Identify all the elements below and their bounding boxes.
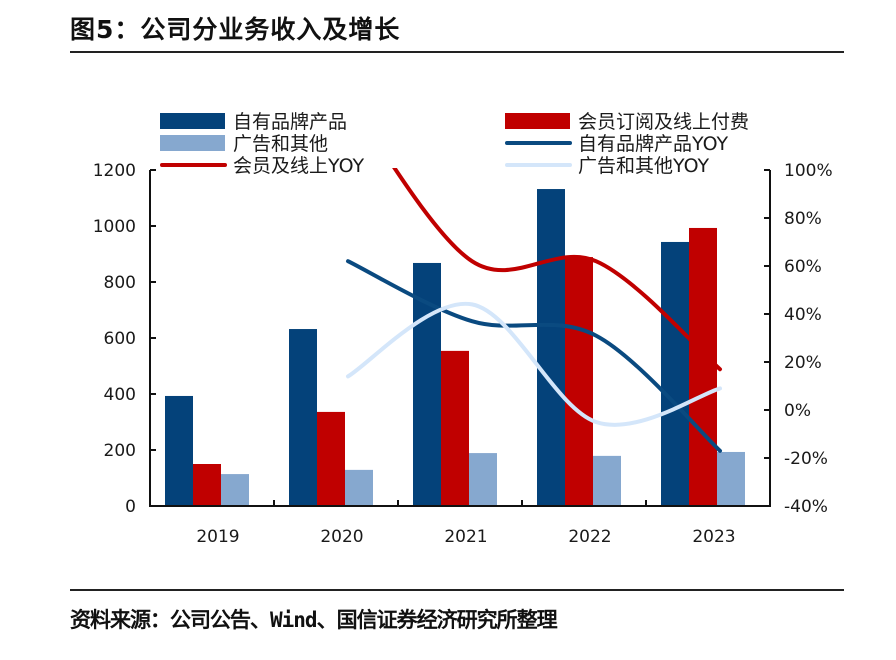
axes-layer: 0 200 400 600 800 1000 1200 -40% -20% 0% 20% 40% 60%… [93,161,833,547]
x-tick-label: 2023 [692,527,735,547]
legend-label: 会员订阅及线上付费 [578,111,749,133]
top-divider [70,51,844,53]
bottom-divider [70,589,844,591]
legend-label: 广告和其他YOY [578,155,709,177]
y2-tick-label: 60% [784,257,822,277]
bar-2023-membership [689,227,717,506]
legend-swatch-membership [505,113,570,129]
x-tick-label: 2022 [568,527,611,547]
bar-2023-ads_other [717,451,745,506]
y2-tick-label: 100% [784,161,833,181]
bar-2019-own_brand [165,395,193,506]
y-tick-label: 1000 [93,217,136,237]
bar-2022-own_brand [537,189,565,507]
legend-label: 自有品牌产品 [233,111,347,133]
x-tick-label: 2021 [444,527,487,547]
y-tick-label: 1200 [93,161,136,181]
legend-label: 广告和其他 [233,133,328,155]
legend-swatch-own_brand [160,113,225,129]
bar-2021-membership [441,350,469,506]
y2-tick-label: 20% [784,353,822,373]
y2-tick-label: 0% [784,401,811,421]
y-tick-label: 200 [104,441,136,461]
y-tick-label: 0 [125,497,136,517]
x-tick-label: 2019 [196,527,239,547]
line-membership_yoy [392,168,722,372]
bar-2020-membership [317,411,345,506]
bars-layer [165,189,745,507]
legend-label: 自有品牌产品YOY [578,133,728,155]
line-own_brand_yoy [346,259,722,453]
y2-tick-label: 80% [784,209,822,229]
y-tick-label: 400 [104,385,136,405]
legend-swatch-ads_other [160,135,225,151]
x-tick-label: 2020 [320,527,363,547]
line-ads_other_yoy [346,301,722,427]
bar-2019-ads_other [221,474,249,506]
y2-tick-label: -20% [784,449,828,469]
bar-2019-membership [193,464,221,506]
bar-2020-own_brand [289,329,317,506]
y-tick-label: 800 [104,273,136,293]
bar-2021-ads_other [469,453,497,506]
source-note: 资料来源：公司公告、Wind、国信证券经济研究所整理 [70,608,558,632]
y2-tick-label: 40% [784,305,822,325]
legend-label: 会员及线上YOY [233,155,364,177]
bar-2023-own_brand [661,241,689,506]
bar-2022-membership [565,257,593,506]
y-tick-label: 600 [104,329,136,349]
bar-2020-ads_other [345,469,373,506]
bar-2022-ads_other [593,455,621,506]
revenue-chart: 0 200 400 600 800 1000 1200 -40% -20% 0% 20% 40% 60%… [93,111,833,547]
figure-title: 图5：公司分业务收入及增长 [70,15,401,44]
y2-tick-label: -40% [784,497,828,517]
lines-layer [346,168,722,453]
